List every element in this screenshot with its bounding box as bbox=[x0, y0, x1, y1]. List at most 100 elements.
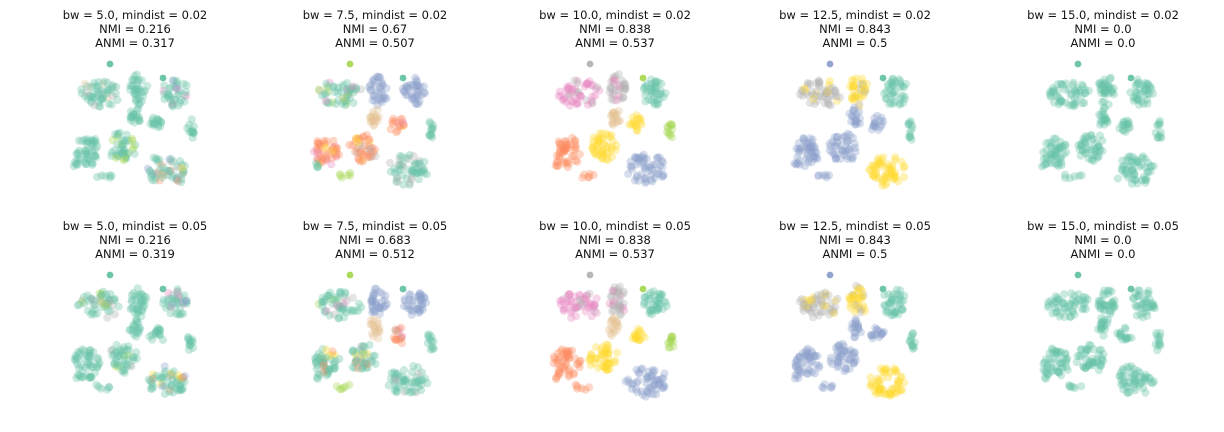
scatter-point bbox=[1138, 300, 1147, 309]
scatter-point bbox=[556, 296, 565, 305]
scatter-point bbox=[658, 305, 667, 314]
scatter-point bbox=[620, 81, 629, 91]
scatter-point bbox=[651, 296, 660, 305]
scatter-point bbox=[837, 348, 846, 357]
scatter-point bbox=[375, 303, 384, 312]
scatter-point bbox=[390, 164, 399, 173]
scatter-point bbox=[420, 157, 429, 166]
scatter-point bbox=[178, 373, 187, 382]
scatter-point bbox=[168, 99, 177, 108]
scatter-point bbox=[655, 380, 664, 389]
scatter-point bbox=[878, 177, 887, 186]
scatter-point bbox=[1054, 161, 1063, 171]
scatter-point bbox=[890, 366, 899, 375]
scatter-point bbox=[172, 175, 181, 184]
scatter-point bbox=[77, 136, 86, 145]
scatter-point bbox=[648, 89, 657, 98]
panel-title-params: bw = 5.0, mindist = 0.05 bbox=[62, 219, 208, 233]
scatter-point bbox=[1127, 333, 1136, 342]
scatter-point bbox=[829, 150, 839, 159]
scatter-point bbox=[120, 351, 129, 360]
scatter-point bbox=[561, 143, 570, 152]
scatter-point bbox=[559, 357, 568, 366]
scatter-point bbox=[1153, 133, 1162, 142]
panel-title-nmi: NMI = 0.843 bbox=[819, 22, 891, 36]
scatter-point bbox=[1051, 303, 1060, 313]
scatter-point bbox=[75, 136, 84, 145]
scatter-point bbox=[152, 371, 161, 380]
scatter-point bbox=[850, 81, 859, 90]
scatter-point bbox=[655, 153, 664, 162]
scatter-point bbox=[1099, 318, 1108, 327]
scatter-point bbox=[813, 352, 822, 361]
scatter-point bbox=[135, 326, 144, 335]
scatter-point bbox=[796, 368, 806, 377]
scatter-point bbox=[872, 389, 881, 398]
scatter-point bbox=[1071, 299, 1080, 308]
scatter-point bbox=[81, 363, 90, 372]
scatter-point bbox=[594, 135, 603, 145]
scatter-point bbox=[640, 300, 649, 309]
scatter-point bbox=[131, 84, 140, 93]
scatter-point bbox=[78, 366, 87, 375]
scatter-point bbox=[658, 384, 667, 393]
scatter-point bbox=[372, 88, 381, 98]
scatter-point bbox=[368, 308, 377, 317]
scatter-point bbox=[829, 309, 838, 318]
scatter-point bbox=[370, 307, 379, 316]
scatter-point bbox=[1042, 139, 1051, 148]
scatter-point bbox=[870, 114, 879, 123]
scatter-point bbox=[828, 91, 837, 100]
scatter-point bbox=[1100, 291, 1109, 300]
scatter-point bbox=[1135, 286, 1144, 295]
scatter-point bbox=[89, 136, 98, 145]
scatter-point bbox=[805, 98, 814, 107]
scatter-point bbox=[563, 292, 572, 301]
scatter-point bbox=[365, 353, 375, 362]
scatter-point bbox=[404, 84, 413, 93]
scatter-point bbox=[171, 297, 180, 306]
scatter-point bbox=[1088, 354, 1097, 363]
scatter-point bbox=[857, 80, 866, 89]
scatter-point bbox=[175, 310, 184, 319]
scatter-point bbox=[566, 308, 575, 317]
scatter-point bbox=[1044, 298, 1053, 307]
scatter-point bbox=[603, 365, 612, 374]
scatter-point bbox=[344, 305, 353, 314]
scatter-point bbox=[413, 379, 423, 388]
scatter-point bbox=[888, 384, 897, 393]
scatter-point bbox=[655, 289, 664, 298]
scatter-point bbox=[343, 85, 352, 94]
scatter-point bbox=[409, 94, 418, 103]
scatter-point bbox=[608, 301, 617, 310]
scatter-point bbox=[1056, 154, 1065, 163]
scatter-point bbox=[172, 295, 181, 304]
scatter-point bbox=[1137, 97, 1146, 106]
scatter-point bbox=[1053, 347, 1062, 356]
scatter-point bbox=[878, 329, 887, 338]
scatter-point bbox=[569, 370, 578, 379]
scatter-point bbox=[386, 167, 395, 176]
scatter-point bbox=[393, 369, 402, 378]
scatter-point bbox=[313, 137, 322, 146]
scatter-point bbox=[607, 291, 616, 301]
scatter-point bbox=[576, 91, 585, 100]
scatter-point bbox=[331, 357, 340, 366]
scatter-point bbox=[871, 162, 880, 171]
scatter-point bbox=[99, 287, 108, 296]
scatter-point bbox=[805, 79, 815, 88]
scatter-point bbox=[1088, 358, 1098, 367]
scatter-point bbox=[173, 374, 182, 384]
scatter-point bbox=[180, 378, 189, 387]
scatter-point bbox=[838, 145, 847, 154]
scatter-point bbox=[650, 291, 659, 300]
scatter-point bbox=[610, 313, 619, 322]
scatter-point bbox=[157, 118, 166, 127]
scatter-point bbox=[393, 326, 402, 335]
scatter-point bbox=[314, 163, 323, 172]
scatter-point bbox=[565, 353, 574, 362]
scatter-point bbox=[599, 150, 608, 160]
scatter-point bbox=[867, 331, 876, 340]
scatter-point bbox=[428, 133, 437, 142]
scatter-point bbox=[126, 114, 135, 123]
